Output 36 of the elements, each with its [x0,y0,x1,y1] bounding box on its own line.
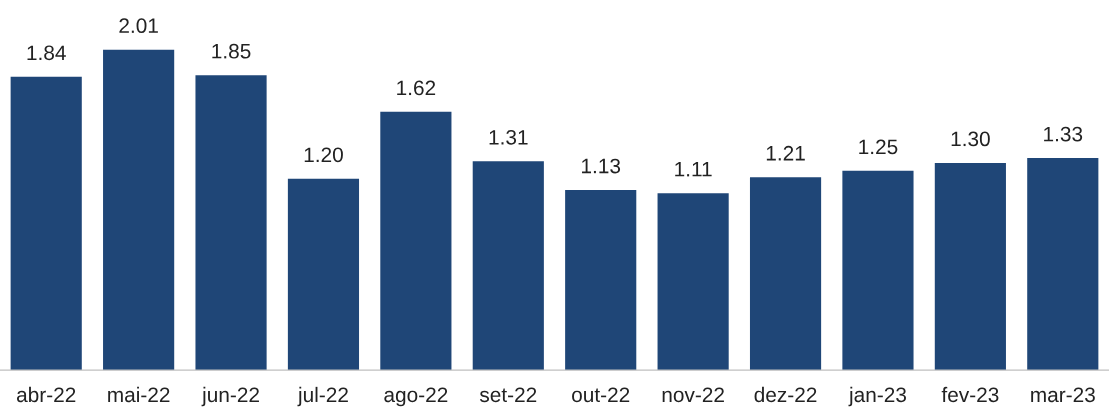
bar [842,170,914,371]
data-label: 1.33 [1044,126,1083,142]
bar [749,177,822,371]
x-tick-label: fev-23 [941,386,999,403]
x-tick-label: dez-22 [754,386,817,403]
x-tick-label: nov-22 [662,387,724,403]
data-label: 1.21 [766,145,805,161]
x-tick-label: mai-22 [108,386,170,403]
data-label: 1.62 [397,80,436,96]
bar [657,193,729,371]
bar [103,49,175,371]
bar [472,161,544,371]
data-label: 1.20 [304,147,343,163]
data-label: 1.13 [582,158,621,174]
data-label: 1.30 [951,131,990,147]
x-tick-label: ago-22 [384,387,448,407]
bar [195,75,267,371]
x-tick-label: jan-23 [848,386,906,407]
x-tick-label: jun-22 [201,386,259,407]
bar [287,178,360,371]
bar [934,162,1006,371]
x-tick-label: set-22 [479,387,537,403]
data-label: 1.25 [859,139,898,155]
bar [1027,158,1099,371]
data-label: 1.84 [27,45,66,61]
data-label: 2.01 [119,18,158,34]
x-tick-label: jul-22 [297,386,348,407]
data-label: 1.11 [675,162,712,177]
bar [565,190,637,371]
bar [10,76,82,371]
bar [380,111,452,371]
data-label: 1.85 [212,43,251,59]
x-tick-label: abr-22 [16,386,76,403]
x-tick-label: out-22 [572,387,630,403]
x-tick-label: mar-23 [1031,387,1095,403]
data-label: 1.31 [489,129,528,145]
